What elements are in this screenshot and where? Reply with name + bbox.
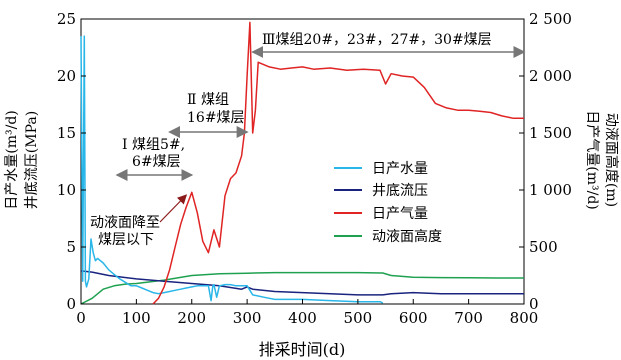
annotation-fluid-level-line2: 煤层以下 bbox=[98, 232, 154, 248]
x-tick-label: 0 bbox=[76, 309, 86, 327]
left-axis-label-water: 日产水量(m³/d) bbox=[4, 110, 20, 210]
annotation-coal-group-2-line2: 16#煤层 bbox=[187, 110, 245, 126]
annotation-coal-group-1-line2: 6#煤层 bbox=[132, 154, 181, 170]
annotation-fluid-level-line1: 动液面降至 bbox=[90, 215, 160, 231]
y-left-tick-label: 25 bbox=[57, 10, 76, 28]
legend-label-gas: 日产气量 bbox=[372, 206, 428, 222]
annotation-coal-group-3: Ⅲ煤组20#，23#，27#，30#煤层 bbox=[262, 32, 492, 48]
legend-label-water: 日产水量 bbox=[372, 161, 428, 177]
legend-label-level: 动液面高度 bbox=[372, 228, 442, 245]
x-tick-label: 800 bbox=[510, 309, 539, 327]
ticks-layer: 0 100 200 300 400 500 600 700 800051015202505001… bbox=[57, 10, 572, 327]
legend-label-pressure: 井底流压 bbox=[372, 183, 428, 199]
series-line-4 bbox=[80, 271, 524, 305]
x-tick-label: 600 bbox=[399, 309, 428, 327]
x-tick-label: 100 bbox=[122, 309, 151, 327]
right-axis-label-gas: 日产气量(m³/d) bbox=[584, 110, 600, 210]
annotation-layer bbox=[115, 46, 526, 223]
series-line-1 bbox=[80, 35, 384, 304]
annotation-arrow-fluid-level bbox=[159, 194, 188, 223]
x-tick-label: 400 bbox=[288, 309, 317, 327]
series-layer bbox=[80, 21, 524, 305]
annotation-coal-group-1-line1: Ⅰ 煤组5#, bbox=[122, 137, 185, 153]
x-tick-label: 700 bbox=[454, 309, 483, 327]
y-right-tick-label: 500 bbox=[529, 238, 558, 256]
y-left-tick-label: 15 bbox=[57, 124, 76, 142]
y-left-tick-label: 5 bbox=[66, 238, 76, 256]
x-tick-label: 200 bbox=[177, 309, 206, 327]
y-left-tick-label: 0 bbox=[66, 295, 76, 313]
x-tick-label: 300 bbox=[233, 309, 262, 327]
y-left-tick-label: 20 bbox=[57, 67, 76, 85]
x-axis-label: 排采时间(d) bbox=[259, 340, 346, 359]
left-axis-label-pressure: 井底流压(MPa) bbox=[24, 111, 40, 209]
legend: 日产水量 井底流压 日产气量 动液面高度 bbox=[334, 161, 442, 245]
y-right-tick-label: 2 000 bbox=[529, 67, 572, 85]
annotation-coal-group-2-line1: Ⅱ 煤组 bbox=[187, 92, 229, 108]
y-right-tick-label: 2 500 bbox=[529, 10, 572, 28]
y-left-tick-label: 10 bbox=[57, 181, 76, 199]
y-right-tick-label: 1 500 bbox=[529, 124, 572, 142]
series-line-3 bbox=[152, 21, 524, 305]
y-right-tick-label: 0 bbox=[529, 295, 539, 313]
right-axis-label-level: 动液面高度(m) bbox=[603, 113, 620, 207]
y-right-tick-label: 1 000 bbox=[529, 181, 572, 199]
x-tick-label: 500 bbox=[344, 309, 373, 327]
series-line-2 bbox=[80, 270, 524, 296]
